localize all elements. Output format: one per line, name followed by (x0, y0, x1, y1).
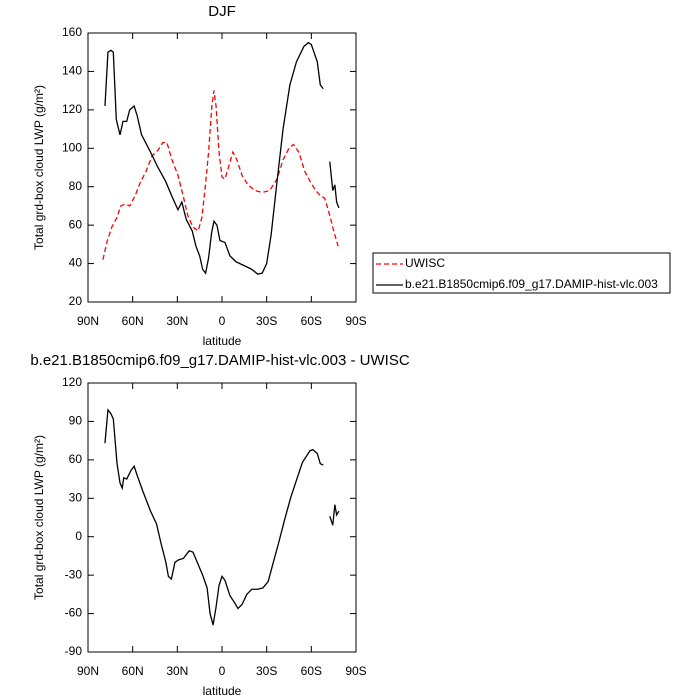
x-tick-label: 30S (256, 664, 277, 678)
data-line (102, 90, 339, 260)
y-tick-label: 60 (69, 452, 83, 466)
y-tick-label: 60 (69, 217, 83, 231)
y-tick-label: -90 (65, 644, 83, 658)
y-tick-label: 30 (69, 490, 83, 504)
y-axis-label: Total grd-box cloud LWP (g/m²) (32, 85, 46, 250)
legend: UWISC b.e21.B1850cmip6.f09_g17.DAMIP-his… (372, 252, 671, 294)
x-tick-label: 90N (77, 314, 99, 328)
x-tick-label: 30N (166, 664, 188, 678)
y-axis-label: Total grd-box cloud LWP (g/m²) (32, 435, 46, 600)
y-tick-label: -30 (65, 567, 83, 581)
data-line (104, 408, 340, 626)
y-tick-label: 160 (62, 25, 82, 39)
x-tick-label: 90S (345, 314, 366, 328)
x-tick-label: 30S (256, 314, 277, 328)
x-tick-label: 0 (219, 664, 226, 678)
y-tick-label: 80 (69, 179, 83, 193)
x-tick-label: 90N (77, 664, 99, 678)
y-tick-label: -60 (65, 606, 83, 620)
y-tick-label: 0 (75, 529, 82, 543)
x-tick-label: 90S (345, 664, 366, 678)
y-tick-label: 120 (62, 375, 82, 389)
y-tick-label: 20 (69, 294, 83, 308)
x-tick-label: 60S (301, 314, 322, 328)
x-tick-label: 0 (219, 314, 226, 328)
x-axis-label: latitude (203, 334, 242, 348)
x-tick-label: 60N (122, 314, 144, 328)
x-tick-label: 60S (301, 664, 322, 678)
y-tick-label: 100 (62, 140, 82, 154)
legend-box (372, 252, 671, 294)
y-tick-label: 120 (62, 102, 82, 116)
y-tick-label: 140 (62, 64, 82, 78)
chart-title: b.e21.B1850cmip6.f09_g17.DAMIP-hist-vlc.… (30, 352, 410, 369)
plot-frame (87, 382, 357, 653)
legend-label: UWISC (405, 256, 445, 270)
legend-label: b.e21.B1850cmip6.f09_g17.DAMIP-hist-vlc.… (405, 277, 658, 291)
data-line (104, 41, 340, 275)
x-tick-label: 30N (166, 314, 188, 328)
x-axis-label: latitude (203, 684, 242, 698)
y-tick-label: 90 (69, 414, 83, 428)
chart-title: DJF (208, 3, 236, 20)
x-tick-label: 60N (122, 664, 144, 678)
y-tick-label: 40 (69, 256, 83, 270)
plot-frame (87, 32, 357, 303)
